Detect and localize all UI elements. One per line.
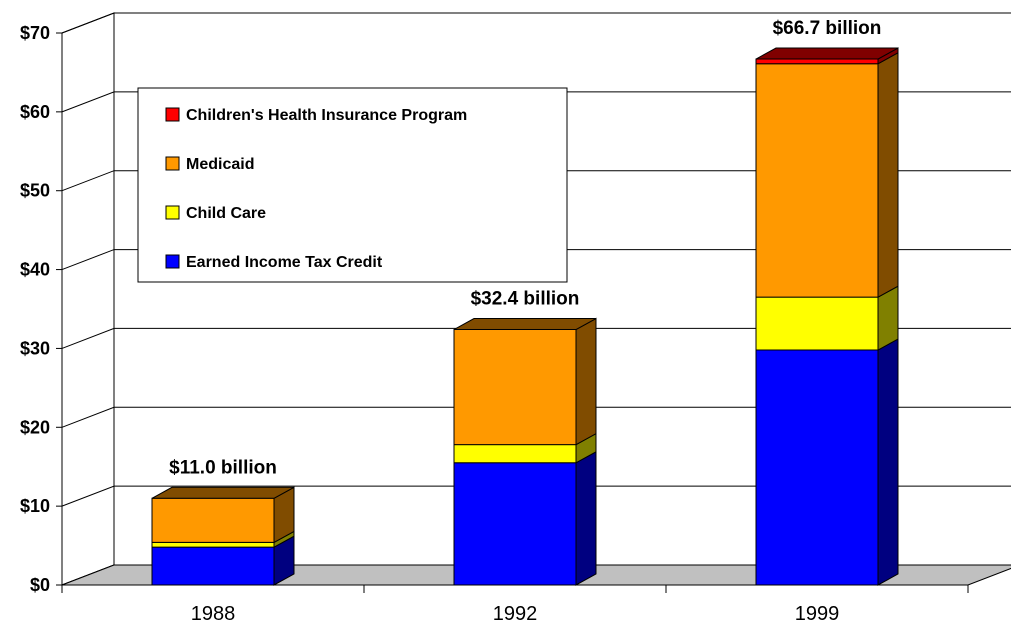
y-tick-label: $70	[20, 23, 50, 43]
x-tick-label: 1999	[795, 603, 840, 625]
bar-segment	[453, 444, 577, 464]
total-label: $66.7 billion	[773, 18, 882, 39]
y-tick-label: $10	[20, 496, 50, 516]
bar-segment	[453, 462, 577, 586]
total-labels: $11.0 billion $32.4 billion $66.7 billion	[169, 18, 881, 478]
y-tick-label: $0	[30, 575, 50, 595]
gridline	[61, 91, 1011, 113]
gridline	[61, 12, 1011, 34]
bar-segment	[755, 58, 879, 65]
legend-swatch	[165, 156, 180, 171]
gridline	[61, 249, 1011, 271]
legend-swatch	[165, 254, 180, 269]
bars	[151, 47, 899, 586]
bar-segment	[151, 541, 275, 548]
y-tick-label: $30	[20, 338, 50, 358]
legend-label: Medicaid	[186, 156, 254, 173]
side-wall	[61, 12, 115, 586]
bar-segment	[151, 546, 275, 586]
legend-box	[137, 87, 568, 283]
legend-swatch	[165, 205, 180, 220]
bar-segment	[755, 296, 879, 351]
gridline	[61, 327, 1011, 349]
bar-segment	[755, 63, 879, 298]
y-tick-label: $20	[20, 417, 50, 437]
bar-top	[755, 47, 899, 60]
bar-segment-side	[877, 338, 899, 586]
total-label: $32.4 billion	[471, 289, 580, 310]
bar-top	[151, 486, 295, 499]
y-tick-label: $60	[20, 102, 50, 122]
legend-label: Earned Income Tax Credit	[186, 254, 383, 271]
bar-top	[453, 318, 597, 331]
bar-segment-side	[575, 317, 597, 446]
gridline	[61, 170, 1011, 192]
bar-segment	[453, 329, 577, 446]
legend-label: Child Care	[186, 205, 266, 222]
gridline	[61, 485, 1011, 507]
x-tick-label: 1988	[191, 603, 236, 625]
legend-swatch	[165, 107, 180, 122]
y-tick-label: $50	[20, 181, 50, 201]
bar-segment	[151, 497, 275, 543]
bar-segment-side	[575, 450, 597, 586]
total-label: $11.0 billion	[169, 457, 277, 478]
gridline	[61, 406, 1011, 428]
bar-segment	[755, 349, 879, 586]
legend-label: Children's Health Insurance Program	[186, 107, 467, 124]
x-tick-label: 1992	[493, 603, 538, 625]
legend: Children's Health Insurance Program Medic…	[137, 87, 568, 283]
bar-segment-side	[877, 51, 899, 299]
y-tick-label: $40	[20, 260, 50, 280]
